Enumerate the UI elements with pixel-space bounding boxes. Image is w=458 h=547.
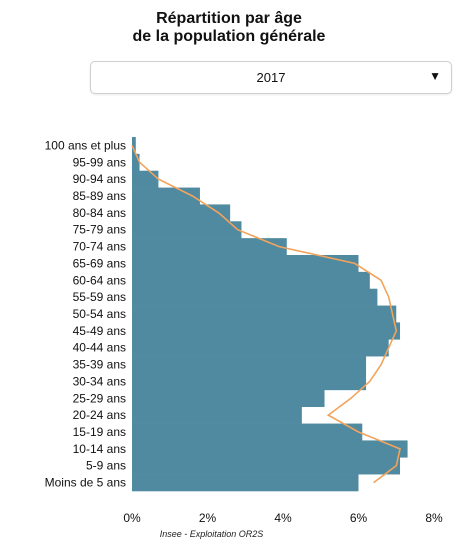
x-axis-labels: 0% 2% 4% 6% 8% [123,511,443,525]
x-tick-label: 2% [199,511,217,525]
chart-title-line-2: de la population générale [132,28,326,45]
y-tick-label: 70-74 ans [73,240,126,254]
chart-title-line-1: Répartition par âge [156,10,302,27]
year-select[interactable]: 2017 ▼ [90,61,452,94]
bar-13 [132,356,367,374]
y-axis-labels: 100 ans et plus 95-99 ans 90-94 ans 85-89 a… [45,138,126,489]
bar-18 [132,440,408,458]
y-tick-label: 30-34 ans [73,374,126,388]
x-tick-label: 4% [274,511,292,525]
y-tick-label: 75-79 ans [73,223,126,237]
y-tick-label: 45-49 ans [73,324,126,338]
y-tick-label: 35-39 ans [73,358,126,372]
bar-19 [132,457,401,475]
bar-8 [132,271,370,290]
x-tick-label: 6% [350,511,368,525]
y-tick-label: 50-54 ans [73,307,126,321]
bar-1 [132,153,140,172]
y-tick-label: 95-99 ans [73,155,126,169]
bar-5 [132,221,242,239]
bar-14 [132,373,367,391]
bar-17 [132,423,363,441]
y-tick-label: 25-29 ans [73,391,126,405]
bar-10 [132,305,397,323]
y-tick-label: 60-64 ans [73,273,126,287]
y-tick-label: 90-94 ans [73,172,126,186]
caret-down-icon: ▼ [429,69,441,83]
source-note: Insee - Exploitation OR2S [159,529,264,539]
bar-20 [132,474,359,492]
chart-title: Répartition par âge de la population gén… [0,10,458,46]
y-tick-label: 55-59 ans [73,290,126,304]
bar-2 [132,170,159,188]
bar-7 [132,255,359,273]
bar-16 [132,406,302,424]
y-tick-label: 65-69 ans [73,256,126,270]
bar-11 [132,322,401,340]
bar-6 [132,238,287,256]
y-tick-label: 85-89 ans [73,189,126,203]
bar-3 [132,187,200,205]
comparison-line [131,145,401,484]
bar-0 [132,137,136,155]
y-tick-label: 80-84 ans [73,206,126,220]
y-tick-label: 15-19 ans [73,425,126,439]
x-tick-label: 8% [425,511,443,525]
bar-9 [132,288,378,306]
y-tick-label: 100 ans et plus [45,138,126,152]
y-tick-label: 10-14 ans [73,442,126,456]
y-tick-label: 40-44 ans [73,341,126,355]
bar-4 [132,204,231,222]
bars-group [132,137,408,492]
y-tick-label: Moins de 5 ans [45,476,126,490]
bar-15 [132,389,325,408]
year-select-value: 2017 [256,70,286,85]
x-tick-label: 0% [123,511,141,525]
y-tick-label: 5-9 ans [86,459,126,473]
bar-12 [132,339,389,357]
y-tick-label: 20-24 ans [73,408,126,422]
